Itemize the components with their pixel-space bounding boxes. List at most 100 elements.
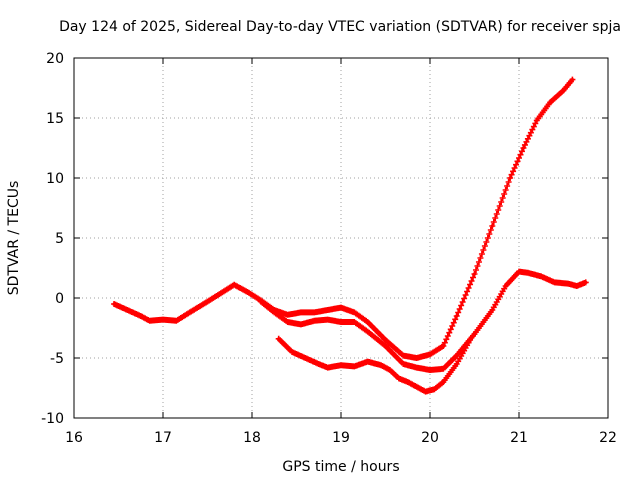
data-point — [125, 308, 129, 312]
data-point — [366, 320, 370, 324]
data-point — [406, 380, 410, 384]
data-point — [517, 270, 521, 274]
data-point — [415, 356, 419, 360]
data-point — [290, 350, 294, 354]
y-tick-label: -10 — [41, 411, 64, 427]
data-point — [526, 271, 530, 275]
data-point — [432, 387, 437, 391]
data-point — [504, 284, 508, 288]
data-point — [312, 310, 316, 314]
data-point — [423, 390, 428, 394]
data-point — [428, 352, 432, 356]
data-series — [111, 76, 589, 395]
data-point — [366, 330, 370, 334]
y-tick-label: 5 — [55, 231, 64, 247]
data-point — [139, 314, 143, 318]
data-point — [277, 337, 281, 341]
data-point — [468, 338, 472, 342]
data-point — [161, 318, 165, 322]
x-tick-label: 16 — [65, 430, 83, 446]
y-tick-label: 0 — [55, 291, 64, 307]
data-point — [455, 362, 459, 366]
data-point — [535, 118, 539, 122]
series-satellite-track-1 — [111, 76, 576, 361]
data-point — [428, 368, 432, 372]
chart-title: Day 124 of 2025, Sidereal Day-to-day VTE… — [59, 19, 621, 35]
y-tick-label: 15 — [46, 111, 64, 127]
data-point — [188, 310, 192, 314]
data-point — [245, 290, 250, 294]
data-point — [441, 344, 445, 348]
x-tick-label: 20 — [421, 430, 439, 446]
data-point — [415, 385, 419, 389]
data-point — [317, 362, 321, 366]
data-point — [326, 366, 330, 370]
series-satellite-track-2 — [257, 268, 589, 373]
data-point — [303, 356, 307, 360]
data-point — [352, 364, 356, 368]
data-point — [441, 367, 445, 371]
data-point — [299, 322, 303, 326]
data-point — [148, 319, 152, 323]
data-point — [174, 319, 178, 323]
data-point — [472, 332, 477, 336]
data-point — [575, 284, 579, 288]
data-point — [472, 272, 477, 276]
y-tick-label: -5 — [50, 351, 64, 367]
data-point — [508, 176, 512, 180]
data-point — [397, 376, 401, 380]
y-axis-label: SDTVAR / TECUs — [6, 181, 22, 296]
series-satellite-track-3 — [275, 335, 474, 395]
data-point — [490, 308, 494, 312]
data-point — [455, 314, 459, 318]
x-tick-label: 19 — [332, 430, 350, 446]
data-point — [232, 283, 236, 287]
data-point — [339, 306, 343, 310]
data-point — [383, 338, 388, 342]
axis-ticks: 16 17 18 19 20 21 22 -10 -5 0 5 10 15 20 — [41, 51, 617, 446]
data-point — [352, 320, 356, 324]
data-point — [259, 300, 263, 304]
data-point — [286, 320, 290, 324]
data-point — [415, 366, 419, 370]
data-point — [561, 88, 566, 92]
data-point — [326, 318, 330, 322]
data-point — [401, 362, 405, 366]
data-point — [112, 302, 116, 306]
x-tick-label: 21 — [510, 430, 528, 446]
grid — [74, 58, 608, 418]
data-point — [339, 320, 343, 324]
data-point — [455, 354, 459, 358]
data-point — [490, 224, 494, 228]
data-point — [205, 300, 210, 304]
data-point — [570, 78, 575, 82]
data-point — [339, 363, 343, 367]
data-point — [299, 310, 303, 314]
data-point — [401, 354, 405, 358]
x-axis-label: GPS time / hours — [282, 459, 399, 475]
data-point — [379, 363, 383, 367]
data-point — [312, 319, 316, 323]
data-point — [326, 308, 330, 312]
y-tick-label: 20 — [46, 51, 64, 67]
data-point — [286, 313, 290, 317]
data-point — [566, 282, 570, 286]
data-point — [584, 280, 588, 284]
data-point — [383, 344, 388, 348]
data-point — [219, 291, 223, 295]
data-point — [548, 100, 552, 104]
data-point — [388, 368, 392, 372]
plus-markers — [111, 76, 576, 361]
x-tick-label: 22 — [599, 430, 617, 446]
data-point — [366, 360, 370, 364]
data-point — [553, 280, 557, 284]
y-tick-label: 10 — [46, 171, 64, 187]
data-point — [539, 274, 543, 278]
x-tick-label: 18 — [243, 430, 261, 446]
data-point — [352, 310, 356, 314]
x-tick-label: 17 — [154, 430, 172, 446]
data-point — [441, 380, 445, 384]
data-point — [272, 310, 276, 314]
data-point — [521, 146, 526, 150]
